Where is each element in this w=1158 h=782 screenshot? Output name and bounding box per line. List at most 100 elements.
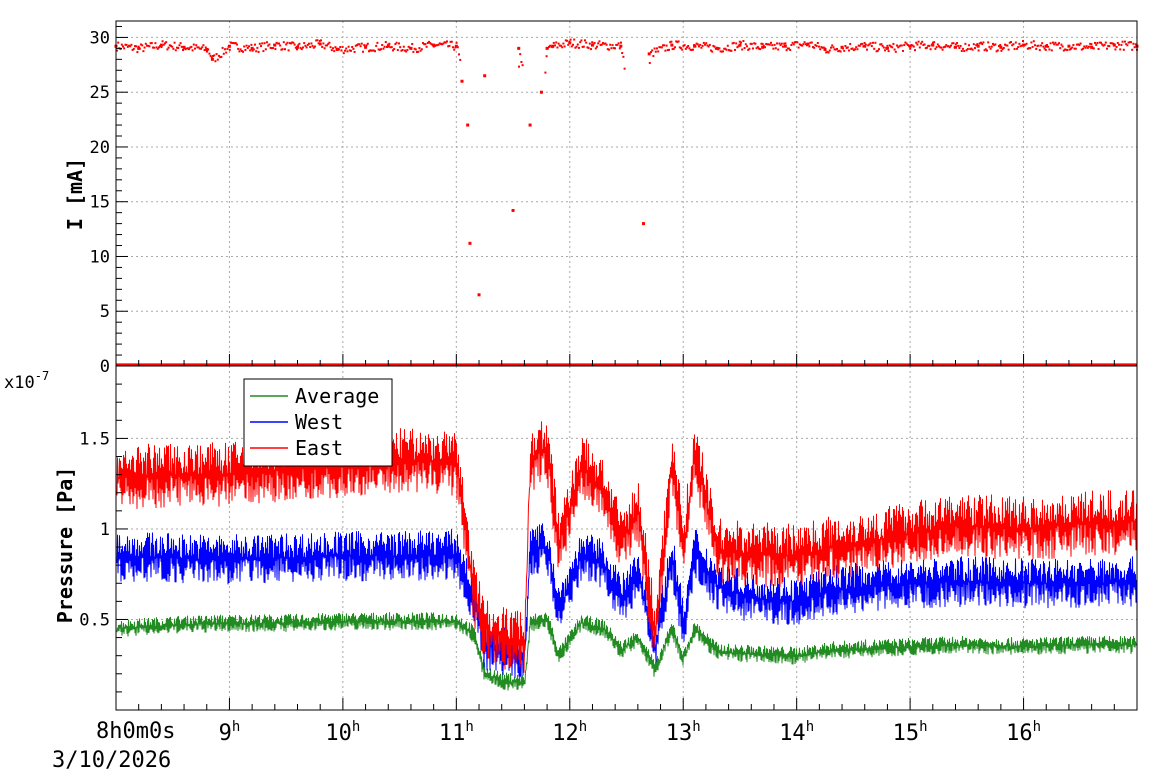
current-point	[954, 43, 957, 46]
current-point	[124, 43, 127, 46]
current-point	[585, 41, 588, 44]
current-point	[974, 47, 976, 50]
current-point	[726, 44, 729, 47]
current-point	[557, 42, 560, 45]
current-point	[857, 44, 860, 47]
current-point	[1128, 41, 1131, 44]
current-point	[700, 46, 703, 49]
current-point	[1090, 43, 1093, 46]
current-point	[387, 43, 390, 46]
current-point	[862, 45, 865, 48]
current-point	[402, 45, 405, 48]
current-point	[411, 43, 414, 46]
current-point	[894, 50, 897, 53]
current-point	[948, 46, 951, 49]
current-point	[701, 44, 704, 47]
current-point	[1130, 41, 1132, 44]
current-point	[927, 44, 930, 47]
current-point	[728, 49, 730, 52]
current-point	[314, 45, 316, 48]
current-point	[190, 45, 193, 48]
current-point	[615, 43, 618, 46]
current-point	[135, 45, 138, 48]
current-point	[761, 45, 765, 49]
current-point	[608, 48, 610, 51]
current-point	[204, 46, 207, 49]
current-point	[249, 49, 252, 52]
current-point	[668, 48, 670, 51]
current-point	[146, 44, 148, 47]
current-point	[570, 45, 573, 48]
current-point	[896, 44, 898, 47]
current-point	[963, 50, 966, 53]
current-point	[406, 48, 409, 51]
current-point	[1104, 41, 1107, 44]
current-point	[1048, 48, 1051, 51]
current-point	[248, 45, 250, 48]
current-point	[344, 49, 346, 52]
current-point	[699, 43, 702, 46]
current-point	[318, 39, 321, 42]
current-point	[1005, 44, 1008, 47]
current-point	[194, 47, 196, 50]
current-point	[396, 49, 399, 52]
current-point	[1095, 43, 1098, 46]
current-point	[260, 45, 262, 48]
current-point	[244, 48, 247, 51]
current-point	[819, 48, 822, 51]
current-point	[1053, 43, 1056, 46]
current-point	[936, 43, 939, 46]
current-point	[1110, 42, 1113, 45]
current-point	[676, 41, 679, 44]
current-point	[962, 47, 964, 50]
current-point	[918, 46, 921, 49]
current-point	[911, 44, 914, 47]
current-point	[591, 41, 594, 44]
current-point	[917, 40, 920, 43]
current-point	[252, 48, 255, 51]
current-point	[748, 47, 751, 50]
current-point	[1030, 41, 1033, 44]
current-point	[770, 41, 772, 44]
current-point	[910, 44, 913, 47]
current-point	[1020, 44, 1023, 47]
current-point	[125, 43, 128, 46]
current-point	[885, 46, 889, 50]
current-point	[290, 42, 292, 45]
time-axis-date-label: 3/10/2026	[52, 748, 171, 773]
current-point	[798, 43, 801, 46]
current-point	[820, 46, 823, 49]
current-point	[983, 49, 986, 52]
current-point	[318, 42, 322, 46]
current-point	[297, 44, 300, 47]
current-point	[902, 49, 904, 52]
current-point	[582, 45, 585, 48]
current-point	[759, 48, 762, 51]
current-point	[614, 47, 616, 50]
legend-label: East	[295, 436, 343, 460]
current-point	[1126, 44, 1129, 47]
current-point	[168, 44, 171, 47]
current-point	[441, 43, 444, 46]
current-point	[377, 48, 380, 51]
current-point	[575, 45, 578, 48]
current-point	[750, 42, 753, 45]
current-point	[580, 39, 583, 42]
current-point	[1114, 48, 1117, 51]
current-point	[164, 42, 166, 45]
current-point	[711, 50, 714, 53]
current-point	[162, 43, 165, 46]
current-point	[780, 42, 783, 45]
current-point	[405, 50, 408, 53]
current-point	[734, 48, 736, 51]
current-point	[517, 46, 521, 50]
current-point	[218, 54, 220, 57]
current-point	[310, 42, 313, 45]
current-point	[1049, 42, 1052, 45]
current-point	[732, 41, 735, 44]
current-point	[250, 46, 254, 50]
current-point	[789, 48, 792, 51]
current-point	[1124, 40, 1126, 43]
current-point	[200, 47, 202, 50]
current-point	[1094, 41, 1096, 44]
